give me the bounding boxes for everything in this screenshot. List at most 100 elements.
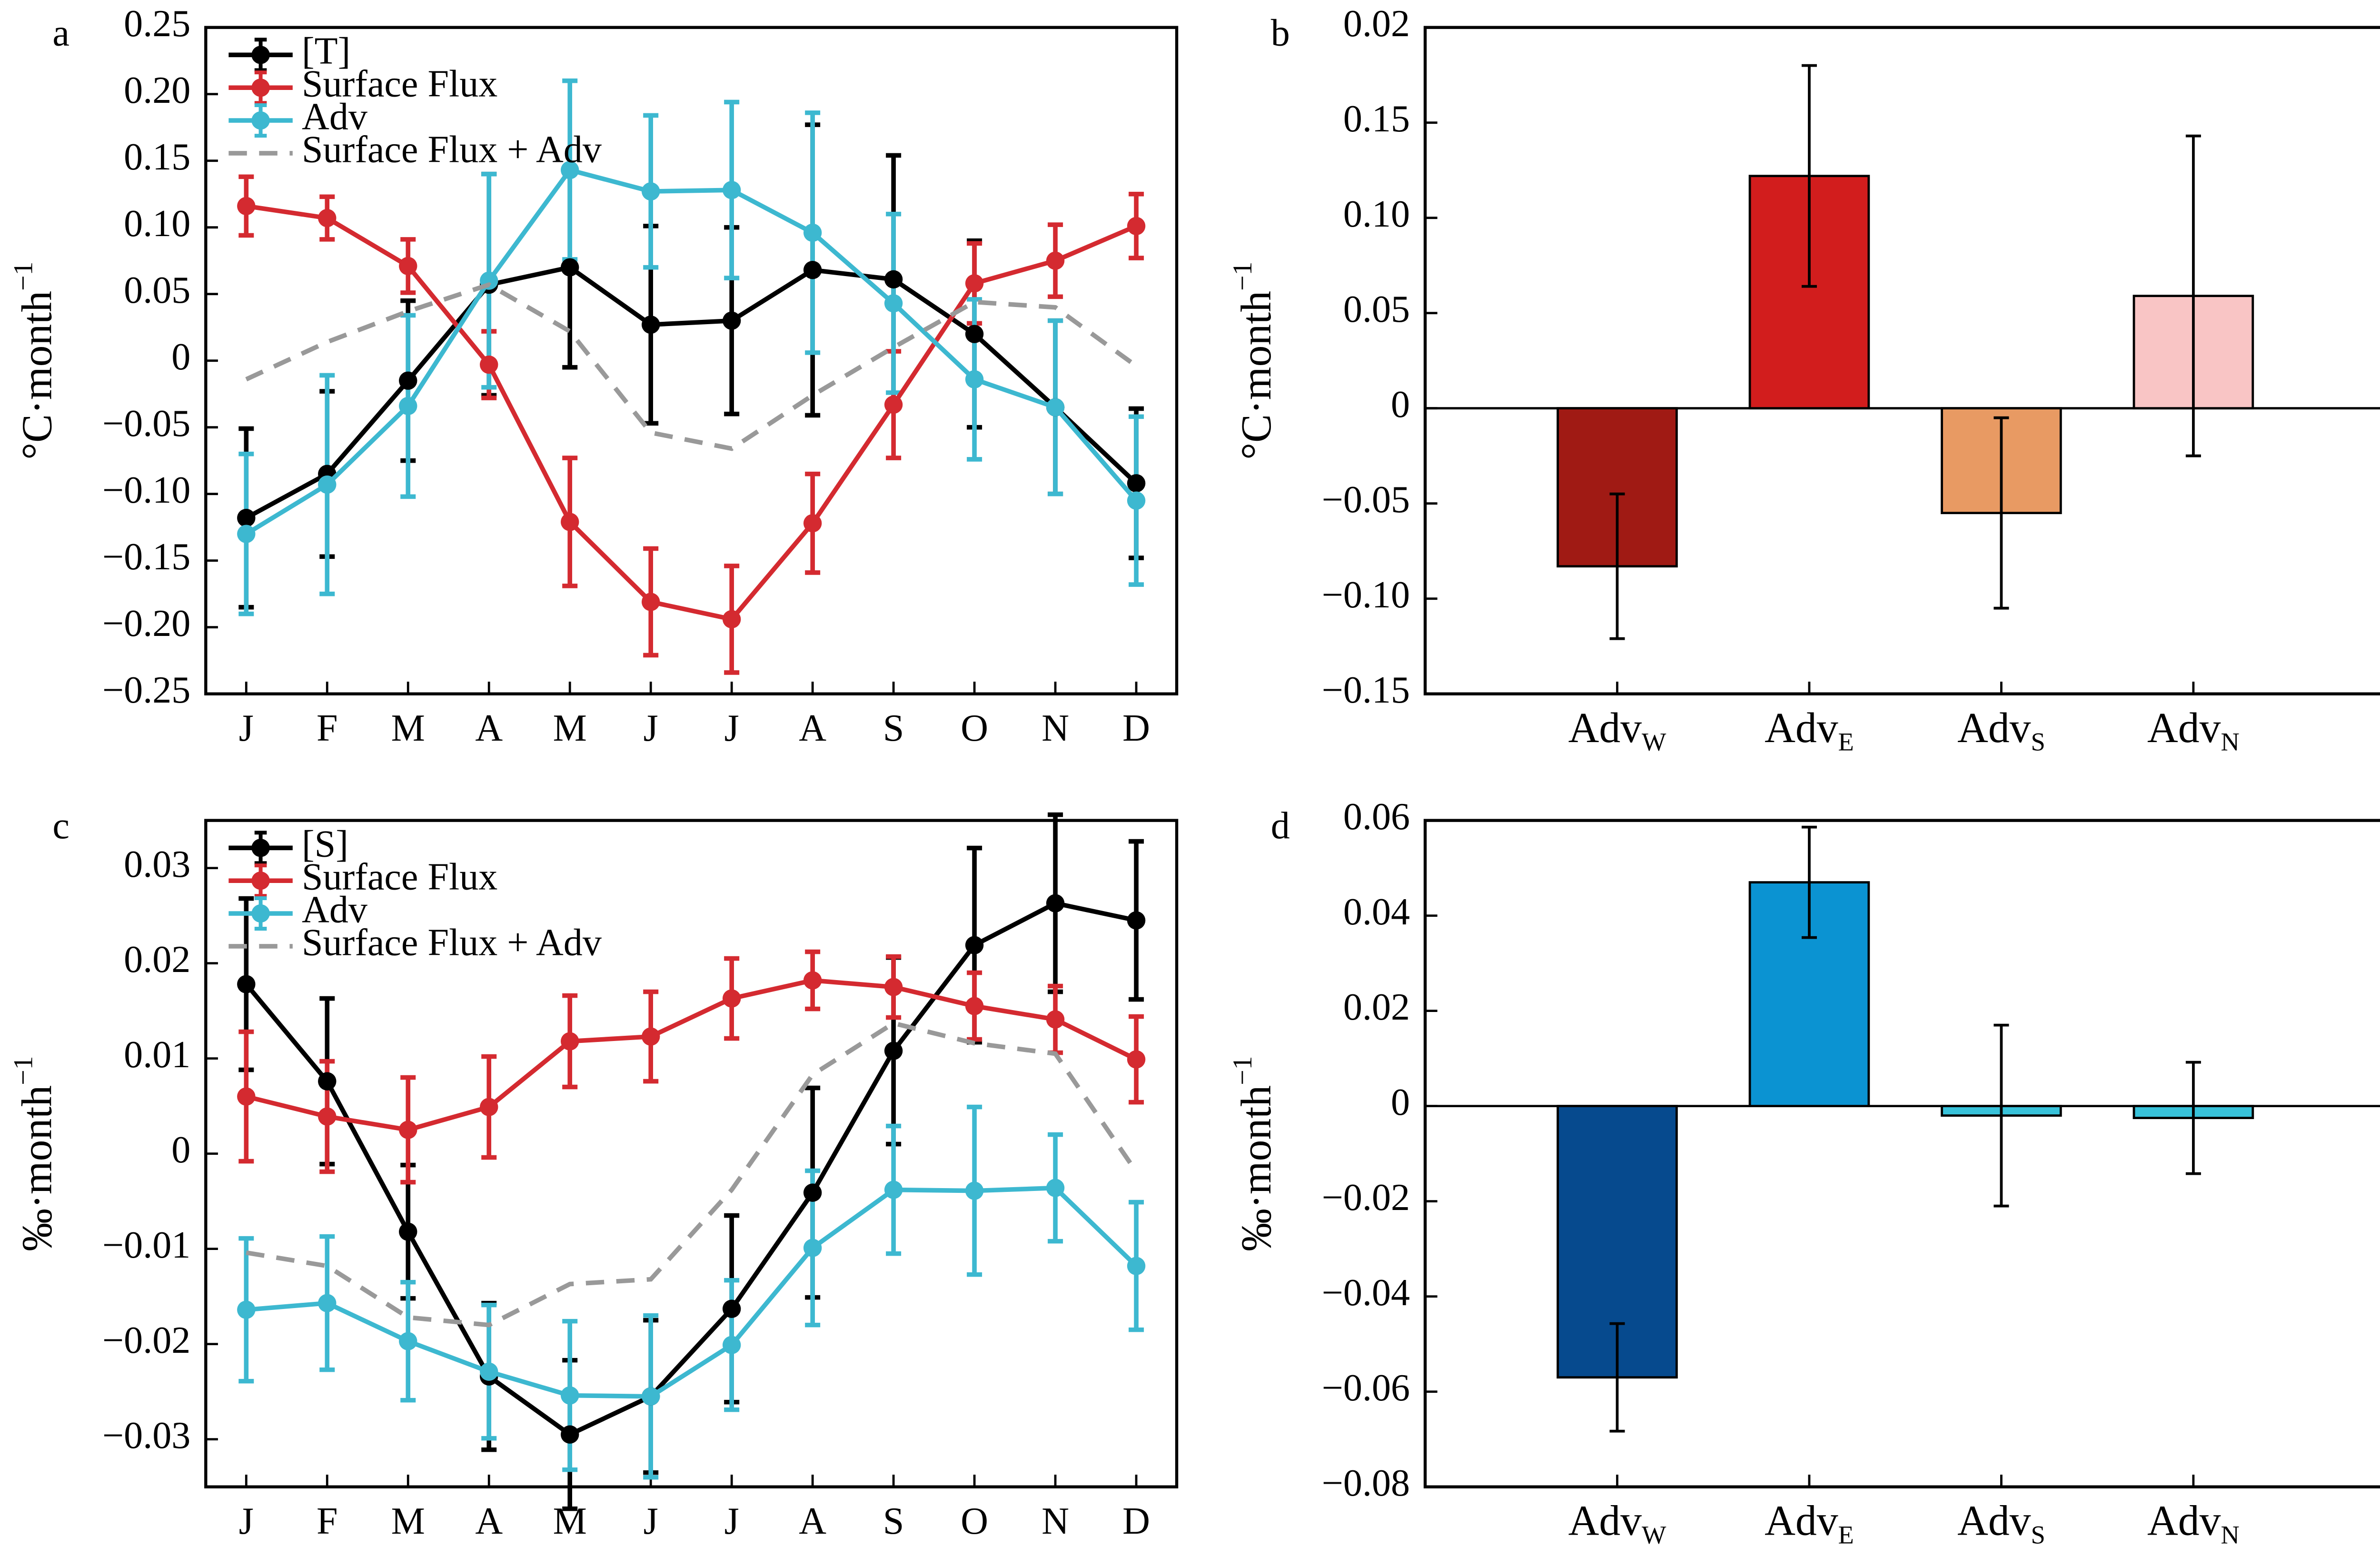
marker [1046,894,1065,912]
series-line [245,167,1138,536]
marker [237,197,256,216]
series-line [244,901,1137,1438]
marker [399,1121,417,1139]
panel-label: b [1271,12,1290,54]
marker [237,1087,256,1106]
legend-marker [251,871,270,890]
y-tick-label: 0 [171,1129,190,1171]
marker [480,355,498,374]
x-tick-label: S [883,707,904,749]
x-tick-label-subscript: S [2031,727,2045,756]
marker [560,258,579,277]
x-tick-label: J [239,707,254,749]
y-tick-label: 0.02 [1343,3,1410,45]
error-bar [1993,416,2009,610]
x-tick-label-base: Adv [1568,704,1642,751]
marker [318,1294,337,1312]
x-tick-label: AdvS [1957,1497,2045,1549]
y-tick-label: 0.02 [1343,986,1410,1028]
marker [1046,1179,1065,1197]
marker [803,223,822,242]
bar [1557,1105,1678,1379]
y-tick-label: −0.05 [1322,479,1410,521]
marker [803,971,822,990]
legend-marker [251,839,270,857]
marker [480,1098,498,1116]
y-tick-label: −0.03 [102,1415,190,1457]
y-tick-label: 0.15 [124,136,190,178]
y-axis-label: ‰·month−1 [9,1056,60,1251]
y-tick-label: 0.25 [124,3,190,45]
y-tick-label: −0.04 [1322,1272,1410,1314]
series-line [245,282,1138,451]
marker [965,274,984,293]
y-tick-label: 0.04 [1343,891,1410,933]
marker [803,261,822,279]
marker [641,315,660,334]
y-axis-label-superscript: −1 [1228,262,1258,291]
x-tick-label: AdvE [1765,704,1854,756]
y-tick-label: 0.20 [124,69,190,111]
x-tick-label: AdvS [1957,704,2045,756]
x-tick-label: F [317,1500,338,1542]
legend-label: Surface Flux [302,856,497,898]
marker [399,397,417,416]
marker [722,989,741,1008]
y-tick-label: 0.10 [124,203,190,245]
marker [318,1072,337,1091]
panel-label: c [52,805,69,847]
x-tick-label: AdvE [1765,1497,1854,1549]
x-tick-label-subscript: W [1642,727,1666,756]
y-tick-label: 0.06 [1343,796,1410,838]
marker [1127,491,1146,510]
marker [965,325,984,343]
x-tick-label: J [239,1500,254,1542]
y-axis-label-text: °C·month [1233,291,1280,460]
marker [803,1183,822,1202]
marker [237,975,256,993]
x-tick-label: A [799,707,826,749]
marker [560,161,579,179]
y-tick-label: 0.03 [124,843,190,885]
y-axis-label-superscript: −1 [9,1056,39,1085]
series-line [246,204,1137,622]
y-axis-label-text: ‰·month [13,1085,60,1251]
marker [965,936,984,954]
marker [1127,1050,1146,1069]
x-tick-label-subscript: N [2221,727,2239,756]
y-tick-label: 0.10 [1343,193,1410,235]
x-tick-label: J [724,707,739,749]
marker [560,1386,579,1405]
x-tick-label-subscript: E [1838,727,1854,756]
error-bar [1609,1322,1625,1433]
x-tick-label: J [644,1500,658,1542]
marker [722,610,741,629]
error-bar [1993,1023,2009,1208]
x-tick-label: AdvW [1568,704,1666,756]
marker [237,525,256,543]
axes-frame [204,819,1179,1488]
legend-label: Adv [302,96,368,138]
x-tick-label: AdvN [2147,704,2240,756]
error-bar [1609,492,1625,640]
marker [237,508,256,527]
x-tick-label: AdvN [2147,1497,2240,1549]
y-axis-label: ‰·month−1 [1228,1056,1279,1251]
legend-label: [T] [302,30,350,72]
error-bar [1801,825,1817,939]
x-tick-label: A [475,1500,503,1542]
x-tick-label: J [644,707,658,749]
x-tick-label-base: Adv [1957,704,2031,751]
y-tick-label: −0.15 [102,536,190,578]
marker [722,181,741,199]
x-tick-label: N [1041,1500,1069,1542]
x-tick-label-base: Adv [1957,1497,2031,1544]
y-tick-label: 0.05 [124,269,190,311]
y-tick-label: −0.08 [1322,1462,1410,1504]
y-axis-label: °C·month−1 [9,262,60,460]
y-axis-label-text: °C·month [13,291,60,460]
x-tick-label: D [1122,707,1150,749]
legend-marker [251,111,270,130]
